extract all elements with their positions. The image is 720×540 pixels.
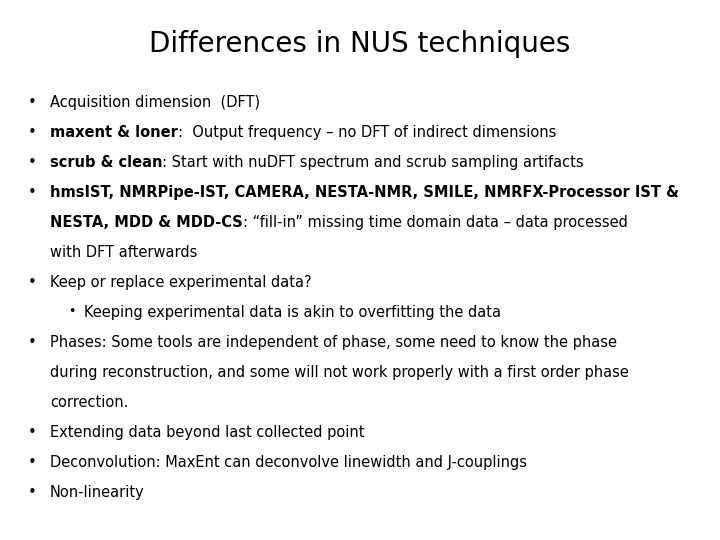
Text: •: • [28, 335, 37, 350]
Text: Keeping experimental data is akin to overfitting the data: Keeping experimental data is akin to ove… [84, 305, 501, 320]
Text: : “fill-in” missing time domain data – data processed: : “fill-in” missing time domain data – d… [243, 215, 628, 230]
Text: hmsIST, NMRPipe-IST, CAMERA, NESTA-NMR, SMILE, NMRFX-Processor IST &: hmsIST, NMRPipe-IST, CAMERA, NESTA-NMR, … [50, 185, 679, 200]
Text: Phases: Some tools are independent of phase, some need to know the phase: Phases: Some tools are independent of ph… [50, 335, 617, 350]
Text: Non-linearity: Non-linearity [50, 485, 145, 500]
Text: Acquisition dimension  (DFT): Acquisition dimension (DFT) [50, 95, 260, 110]
Text: •: • [28, 485, 37, 500]
Text: •: • [68, 305, 76, 318]
Text: Extending data beyond last collected point: Extending data beyond last collected poi… [50, 425, 364, 440]
Text: •: • [28, 95, 37, 110]
Text: •: • [28, 275, 37, 290]
Text: with DFT afterwards: with DFT afterwards [50, 245, 197, 260]
Text: Keep or replace experimental data?: Keep or replace experimental data? [50, 275, 312, 290]
Text: Differences in NUS techniques: Differences in NUS techniques [149, 30, 571, 58]
Text: •: • [28, 455, 37, 470]
Text: scrub & clean: scrub & clean [50, 155, 163, 170]
Text: •: • [28, 125, 37, 140]
Text: : Start with nuDFT spectrum and scrub sampling artifacts: : Start with nuDFT spectrum and scrub sa… [163, 155, 584, 170]
Text: during reconstruction, and some will not work properly with a first order phase: during reconstruction, and some will not… [50, 365, 629, 380]
Text: •: • [28, 425, 37, 440]
Text: Deconvolution: MaxEnt can deconvolve linewidth and J-couplings: Deconvolution: MaxEnt can deconvolve lin… [50, 455, 527, 470]
Text: •: • [28, 155, 37, 170]
Text: •: • [28, 185, 37, 200]
Text: :  Output frequency – no DFT of indirect dimensions: : Output frequency – no DFT of indirect … [178, 125, 557, 140]
Text: NESTA, MDD & MDD-CS: NESTA, MDD & MDD-CS [50, 215, 243, 230]
Text: correction.: correction. [50, 395, 128, 410]
Text: maxent & loner: maxent & loner [50, 125, 178, 140]
